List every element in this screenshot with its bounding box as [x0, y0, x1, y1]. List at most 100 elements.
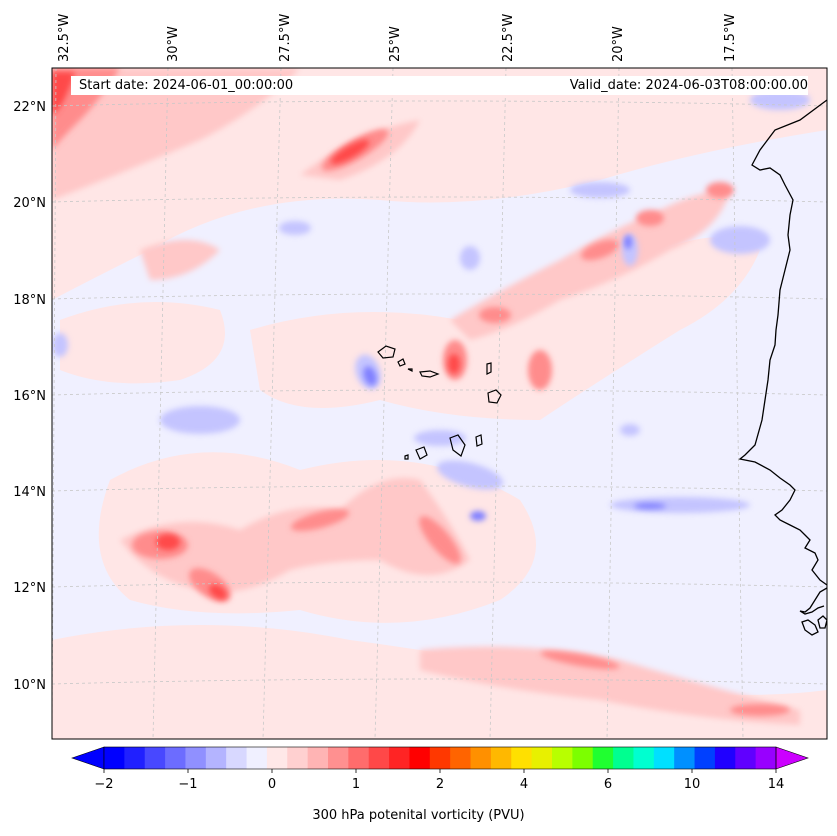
- african-coastline: [738, 99, 827, 636]
- island-sao-vicente: [397, 358, 406, 367]
- colorbar-block: [735, 747, 757, 769]
- colorbar-block: [694, 747, 716, 769]
- colorbar-block: [205, 747, 227, 769]
- colorbar-block: [368, 747, 390, 769]
- lat-label-18n: 18°N: [13, 293, 46, 308]
- colorbar-block: [714, 747, 736, 769]
- colorbar-tick-label: 10: [684, 777, 701, 792]
- lon-label-27-5w: 27.5°W: [278, 14, 293, 62]
- colorbar-block: [613, 747, 634, 769]
- lat-label-12n: 12°N: [13, 581, 46, 596]
- parallel-16n: [52, 389, 827, 396]
- colorbar-block: [633, 747, 655, 769]
- longitude-labels: 32.5°W 30°W 27.5°W 25°W 22.5°W 20°W 17.5…: [57, 14, 738, 62]
- lon-label-25w: 25°W: [388, 26, 403, 62]
- colorbar-block: [450, 747, 472, 769]
- colorbar-block: [429, 747, 451, 769]
- meridian-32-5w: [52, 68, 57, 739]
- colorbar-block: [124, 747, 146, 769]
- colorbar-block: [165, 747, 186, 769]
- colorbar-block: [674, 747, 696, 769]
- meridian-20w: [606, 68, 620, 739]
- lon-label-32-5w: 32.5°W: [57, 14, 72, 62]
- meridian-25w: [374, 68, 394, 739]
- pv-field-negative-strong: [363, 235, 666, 521]
- island-santiago: [449, 434, 466, 457]
- start-date-label: Start date: 2024-06-01_00:00:00: [79, 78, 294, 93]
- island-santa-luzia: [407, 368, 413, 372]
- lon-label-30w: 30°W: [166, 26, 181, 62]
- colorbar-tick-label: 6: [604, 777, 612, 792]
- lat-label-10n: 10°N: [13, 678, 46, 693]
- colorbar-block: [470, 747, 492, 769]
- island-sao-nicolau: [419, 370, 440, 378]
- lat-label-20n: 20°N: [13, 196, 46, 211]
- cape-verde-islands: [377, 345, 502, 460]
- colorbar-tick-label: 1: [352, 777, 360, 792]
- colorbar-block: [531, 747, 553, 769]
- colorbar-over-arrow: [775, 746, 809, 770]
- colorbar-block: [266, 747, 288, 769]
- colorbar-block: [755, 747, 777, 769]
- colorbar: −2 −1 0 1 2 4 6 10 14: [71, 746, 809, 792]
- parallel-22n: [52, 100, 827, 107]
- lat-label-22n: 22°N: [13, 100, 46, 115]
- lat-label-14n: 14°N: [13, 485, 46, 500]
- meridian-22-5w: [489, 68, 507, 739]
- colorbar-block: [409, 747, 431, 769]
- colorbar-tick-label: 14: [768, 777, 785, 792]
- colorbar-block: [226, 747, 248, 769]
- lat-label-16n: 16°N: [13, 389, 46, 404]
- parallel-10n: [52, 678, 827, 685]
- colorbar-tick-label: −2: [94, 777, 113, 792]
- header-strip: [71, 76, 808, 95]
- pv-field-peak-positive: [52, 72, 460, 600]
- meridian-30w: [152, 68, 169, 739]
- map-frame: [51, 67, 828, 740]
- colorbar-block: [552, 747, 573, 769]
- island-boa-vista: [487, 389, 502, 404]
- colorbar-block: [348, 747, 370, 769]
- colorbar-tick-label: 0: [268, 777, 276, 792]
- meridian-17-5w: [731, 68, 744, 739]
- colorbar-tick-label: −1: [178, 777, 197, 792]
- valid-date-label: Valid_date: 2024-06-03T08:00:00.00: [569, 78, 808, 93]
- colorbar-block: [389, 747, 410, 769]
- colorbar-tick-label: 2: [436, 777, 444, 792]
- meridian-27-5w: [262, 68, 282, 739]
- colorbar-block: [246, 747, 268, 769]
- colorbar-tick-label: 4: [520, 777, 528, 792]
- island-santo-antao: [377, 345, 396, 359]
- colorbar-ticks: −2 −1 0 1 2 4 6 10 14: [94, 769, 784, 792]
- pv-field-negative: [52, 90, 810, 513]
- island-maio: [475, 434, 483, 447]
- colorbar-block: [185, 747, 207, 769]
- pv-field-strong-positive: [52, 68, 790, 716]
- map-panel: [52, 68, 827, 739]
- colorbar-block: [307, 747, 329, 769]
- colorbar-block: [287, 747, 309, 769]
- colorbar-block: [653, 747, 675, 769]
- colorbar-block: [572, 747, 594, 769]
- colorbar-block: [328, 747, 349, 769]
- island-brava: [404, 454, 409, 460]
- colorbar-label: 300 hPa potenital vorticity (PVU): [312, 808, 525, 823]
- parallel-18n: [52, 293, 827, 300]
- colorbar-under-arrow: [71, 746, 105, 770]
- lon-label-22-5w: 22.5°W: [501, 14, 516, 62]
- colorbar-block: [144, 747, 166, 769]
- parallel-14n: [52, 485, 827, 492]
- island-fogo: [415, 446, 428, 460]
- parallel-12n: [52, 581, 827, 588]
- island-sal: [486, 362, 492, 375]
- lon-label-20w: 20°W: [611, 26, 626, 62]
- gridlines: [52, 68, 827, 739]
- colorbar-block: [104, 747, 125, 769]
- colorbar-block: [511, 747, 533, 769]
- lon-label-17-5w: 17.5°W: [723, 14, 738, 62]
- colorbar-block: [490, 747, 512, 769]
- colorbar-block: [592, 747, 614, 769]
- parallel-20n: [52, 196, 827, 203]
- colorbar-blocks: [104, 747, 777, 769]
- latitude-labels: 22°N 20°N 18°N 16°N 14°N 12°N 10°N: [13, 100, 46, 693]
